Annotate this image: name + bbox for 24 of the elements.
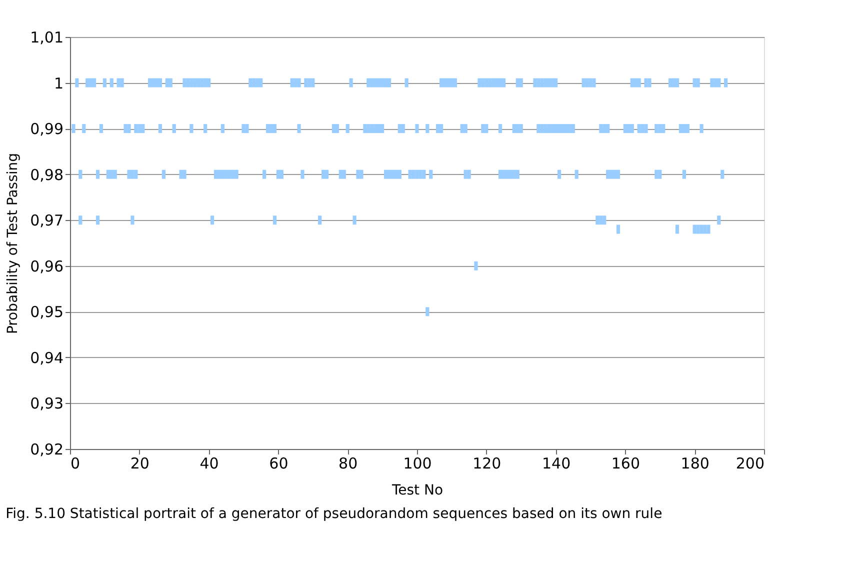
x-tick-label: 120: [472, 454, 502, 472]
x-tick-label: 0: [70, 454, 80, 472]
caption: Fig. 5.10 Statistical portrait of a generator of pseudorandom sequences based on its own rule: [6, 506, 662, 522]
y-tick-label: 0,94: [30, 348, 64, 367]
y-tick-label: 0,97: [30, 212, 64, 230]
y-tick-label: 0,96: [30, 257, 64, 276]
y-tick-label: 0,99: [30, 120, 64, 138]
x-tick-label: 140: [542, 454, 571, 472]
x-tick-label: 20: [130, 454, 150, 472]
y-axis-title: Probability of Test Passing: [5, 152, 22, 334]
x-tick-label: 40: [200, 454, 219, 472]
y-tick-label: 0,93: [30, 394, 64, 413]
x-tick-label: 200: [736, 454, 764, 472]
y-tick-label: 1: [54, 74, 64, 92]
y-tick-label: 0,92: [30, 440, 64, 458]
y-tick-label: 1,01: [30, 28, 64, 46]
x-tick-label: 60: [269, 454, 288, 472]
x-tick-label: 180: [680, 454, 710, 472]
x-axis-title: Test No: [390, 482, 444, 498]
x-tick-label: 80: [338, 454, 358, 472]
y-tick-label: 0,95: [30, 303, 64, 322]
x-tick-label: 160: [611, 454, 640, 472]
x-tick-label: 100: [403, 454, 432, 472]
y-tick-label: 0,98: [30, 166, 64, 184]
